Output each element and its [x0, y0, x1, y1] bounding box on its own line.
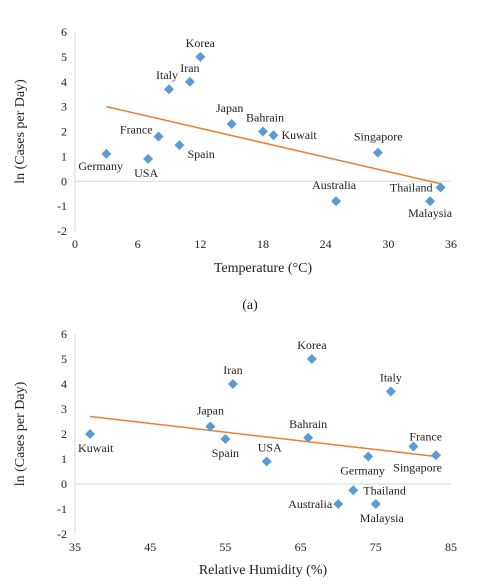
data-point-marker: [372, 147, 383, 158]
data-point-marker: [435, 182, 446, 193]
y-tick-label: 0: [61, 174, 67, 188]
data-point-marker: [363, 451, 374, 462]
data-point-label: Korea: [297, 338, 327, 352]
data-point-label: Spain: [187, 147, 214, 161]
data-point-label: USA: [134, 166, 158, 180]
data-point-marker: [408, 441, 419, 452]
y-tick-label: 1: [61, 149, 67, 163]
data-point-label: Japan: [216, 101, 243, 115]
x-tick-label: 0: [72, 237, 78, 251]
data-point-label: Singapore: [393, 460, 442, 474]
x-tick-label: 85: [445, 540, 457, 554]
y-tick-label: 5: [61, 352, 67, 366]
data-point-label: Bahrain: [246, 111, 284, 125]
trendline: [89, 415, 437, 458]
data-point-marker: [258, 126, 268, 137]
y-axis-title: ln (Cases per Day): [13, 381, 28, 486]
data-point-marker: [430, 450, 441, 461]
data-point-marker: [306, 354, 317, 364]
data-point-label: Kuwait: [281, 128, 317, 142]
x-tick-label: 65: [295, 540, 307, 554]
data-point-label: Australia: [312, 178, 357, 192]
y-tick-label: 4: [61, 377, 67, 391]
data-point-label: Korea: [186, 36, 216, 50]
y-tick-label: -2: [57, 224, 67, 238]
trendline: [106, 105, 441, 185]
data-point-label: Iran: [223, 363, 242, 377]
data-point-label: Malaysia: [360, 511, 405, 525]
data-point-marker: [143, 153, 154, 164]
y-tick-label: -1: [57, 199, 67, 213]
y-axis-title: ln (Cases per Day): [13, 79, 28, 184]
data-point-marker: [205, 421, 216, 432]
data-point-label: France: [120, 122, 153, 136]
data-point-marker: [153, 131, 164, 142]
data-point-label: Germany: [78, 159, 123, 173]
x-axis-title: Temperature (°C): [214, 261, 313, 276]
data-point-marker: [174, 140, 185, 151]
y-tick-label: 6: [61, 25, 67, 39]
x-tick-label: 55: [219, 540, 231, 554]
data-point-label: Japan: [197, 404, 224, 418]
data-point-marker: [164, 84, 174, 95]
y-tick-label: 6: [61, 327, 67, 341]
y-tick-label: 3: [61, 100, 67, 114]
x-tick-label: 6: [135, 237, 141, 251]
y-tick-label: 3: [61, 402, 67, 416]
data-point-label: Thailand: [363, 483, 406, 497]
data-point-label: Kuwait: [78, 441, 114, 455]
data-point-label: Spain: [212, 446, 239, 460]
data-point-marker: [268, 130, 279, 141]
data-point-label: Bahrain: [289, 417, 327, 431]
x-tick-label: 75: [370, 540, 382, 554]
data-point-marker: [303, 432, 314, 443]
x-tick-label: 45: [144, 540, 156, 554]
data-point-label: Iran: [180, 61, 199, 75]
y-tick-label: 0: [61, 477, 67, 491]
data-point-label: France: [409, 430, 442, 444]
data-point-label: Australia: [288, 497, 333, 511]
x-tick-label: 36: [445, 237, 457, 251]
x-tick-label: 12: [194, 237, 206, 251]
y-tick-label: -1: [57, 502, 67, 516]
data-point-label: Germany: [340, 464, 385, 478]
y-tick-label: 5: [61, 50, 67, 64]
data-point-marker: [101, 148, 112, 159]
data-point-marker: [370, 499, 381, 509]
data-point-marker: [227, 379, 238, 389]
data-point-marker: [348, 485, 359, 496]
y-tick-label: 4: [61, 75, 67, 89]
x-tick-label: 35: [69, 540, 81, 554]
y-tick-label: -2: [57, 527, 67, 541]
x-axis-title: Relative Humidity (%): [199, 563, 328, 578]
data-point-marker: [331, 196, 342, 207]
data-point-label: Singapore: [354, 130, 403, 144]
data-point-label: USA: [258, 441, 282, 455]
data-point-marker: [184, 76, 195, 87]
x-tick-label: 24: [320, 237, 332, 251]
data-point-marker: [425, 196, 436, 207]
data-point-marker: [261, 456, 272, 467]
data-point-marker: [85, 429, 96, 439]
y-tick-label: 1: [61, 452, 67, 466]
data-point-label: Malaysia: [408, 206, 453, 220]
data-point-marker: [220, 434, 231, 444]
data-point-marker: [385, 386, 396, 397]
y-tick-label: 2: [61, 427, 67, 441]
x-tick-label: 30: [382, 237, 394, 251]
caption-a: (a): [242, 298, 258, 313]
y-tick-label: 2: [61, 125, 67, 139]
data-point-label: Italy: [380, 371, 402, 385]
data-point-marker: [333, 499, 344, 509]
data-point-label: Thailand: [390, 180, 433, 194]
data-point-label: Italy: [156, 68, 178, 82]
data-point-marker: [195, 51, 206, 62]
x-tick-label: 18: [257, 237, 269, 251]
data-point-marker: [226, 119, 237, 130]
